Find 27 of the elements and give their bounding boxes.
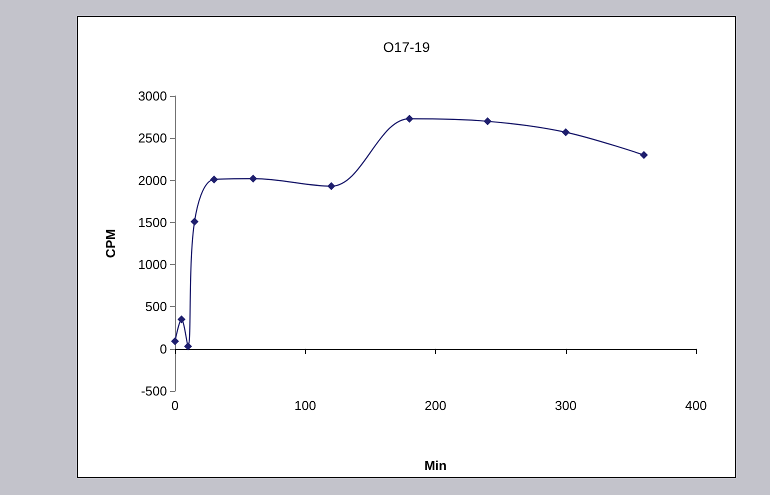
point [171,337,179,346]
y-tick-label: 3000 [138,88,167,104]
point [210,175,218,184]
x-tick-label: 300 [554,398,577,413]
point [640,151,648,159]
point [484,117,492,126]
y-axis-title: CPM [103,229,118,258]
point [327,182,336,190]
point [184,342,192,350]
y-tick-label: -500 [140,384,167,398]
point [405,114,414,123]
point [249,174,258,183]
y-tick-label: 2500 [138,130,167,146]
x-tick-label: 100 [294,398,316,413]
point [190,218,199,226]
chart-title: O17-19 [383,39,430,55]
y-tick-label: 2000 [138,172,167,188]
y-tick-label: 1000 [138,257,167,272]
x-axis-title: Min [424,458,447,473]
point [562,128,570,136]
x-tick-label: 0 [171,398,179,413]
point [178,315,186,324]
y-tick-label: 500 [145,299,167,314]
y-tick-label: 1500 [138,214,167,230]
x-tick-label: 200 [424,398,446,413]
x-tick-label: 400 [685,398,707,413]
y-tick-label: 0 [160,341,167,356]
